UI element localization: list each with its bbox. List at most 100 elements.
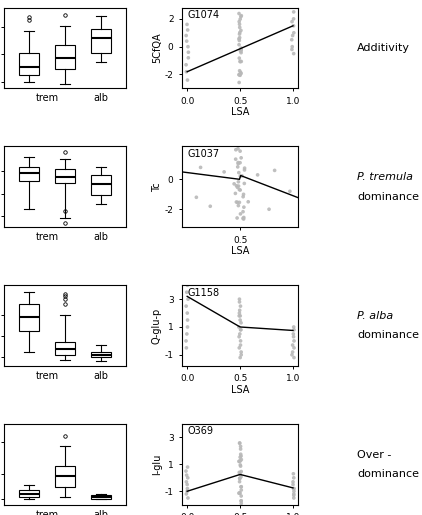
PathPatch shape [55,341,75,355]
Text: G1158: G1158 [188,288,220,298]
Point [184,323,191,331]
Point [236,54,243,62]
Point [238,497,245,505]
Point [184,43,191,51]
Point [237,453,243,461]
PathPatch shape [19,167,39,181]
Point [290,323,297,331]
Point [237,57,243,65]
Point [237,457,244,465]
Point [238,492,245,500]
Point [237,186,243,194]
Point [236,33,243,42]
Point [290,8,297,16]
Text: P. alba: P. alba [357,311,393,321]
Point [254,171,261,179]
Point [290,491,297,500]
Point [291,337,298,345]
Point [233,198,240,206]
Point [237,312,243,320]
Point [237,210,244,218]
Point [238,483,245,491]
Point [235,178,242,186]
Point [184,480,191,489]
Point [238,47,244,55]
Point [238,499,245,507]
Point [184,26,191,34]
PathPatch shape [19,490,39,496]
Point [236,20,243,28]
PathPatch shape [55,467,75,487]
Point [233,146,239,154]
Point [236,295,243,303]
Point [288,36,295,44]
Point [240,193,246,201]
Point [241,164,248,172]
Point [291,353,298,362]
Point [235,489,242,497]
Point [290,490,297,498]
PathPatch shape [55,169,75,183]
X-axis label: LSA: LSA [231,246,249,256]
Y-axis label: Tc: Tc [152,182,162,192]
Point [221,168,227,176]
Point [235,168,242,177]
Point [289,351,295,359]
Y-axis label: Q-glu-p: Q-glu-p [152,307,162,344]
Point [232,155,239,163]
Text: dominance: dominance [357,330,419,340]
Point [236,330,243,338]
Point [289,341,296,349]
Point [289,480,296,489]
Point [237,46,244,55]
Point [184,494,191,502]
Point [237,470,243,478]
Point [235,9,242,18]
Point [290,29,297,37]
PathPatch shape [92,175,111,195]
Point [236,468,243,476]
Point [236,474,243,483]
Text: Additivity: Additivity [357,43,410,53]
Point [193,193,200,201]
X-axis label: LSA: LSA [231,107,249,117]
Point [238,70,244,78]
Point [271,166,278,175]
Point [245,198,252,206]
Text: O369: O369 [188,426,214,436]
Point [236,439,243,447]
Point [236,37,243,45]
Point [237,461,243,469]
Point [238,455,245,464]
Point [290,470,297,478]
Point [237,71,243,79]
Point [238,483,244,491]
Point [238,153,244,162]
Point [237,442,244,451]
Point [183,471,190,479]
Point [237,325,244,334]
Point [236,312,243,320]
Point [238,48,244,57]
Point [185,295,192,303]
Point [235,201,242,210]
Point [236,23,243,31]
Point [291,325,298,334]
Point [238,26,244,35]
Point [237,68,244,76]
Y-axis label: l-glu: l-glu [152,454,162,475]
Point [238,351,245,359]
PathPatch shape [19,53,39,75]
Point [241,213,247,221]
Point [183,337,189,345]
Point [291,485,298,493]
Text: G1037: G1037 [188,149,220,159]
Point [238,12,244,21]
Point [184,281,191,289]
Point [239,172,246,180]
PathPatch shape [19,304,39,331]
Point [289,478,296,486]
Point [183,67,190,76]
Point [290,49,297,58]
Point [237,302,244,310]
